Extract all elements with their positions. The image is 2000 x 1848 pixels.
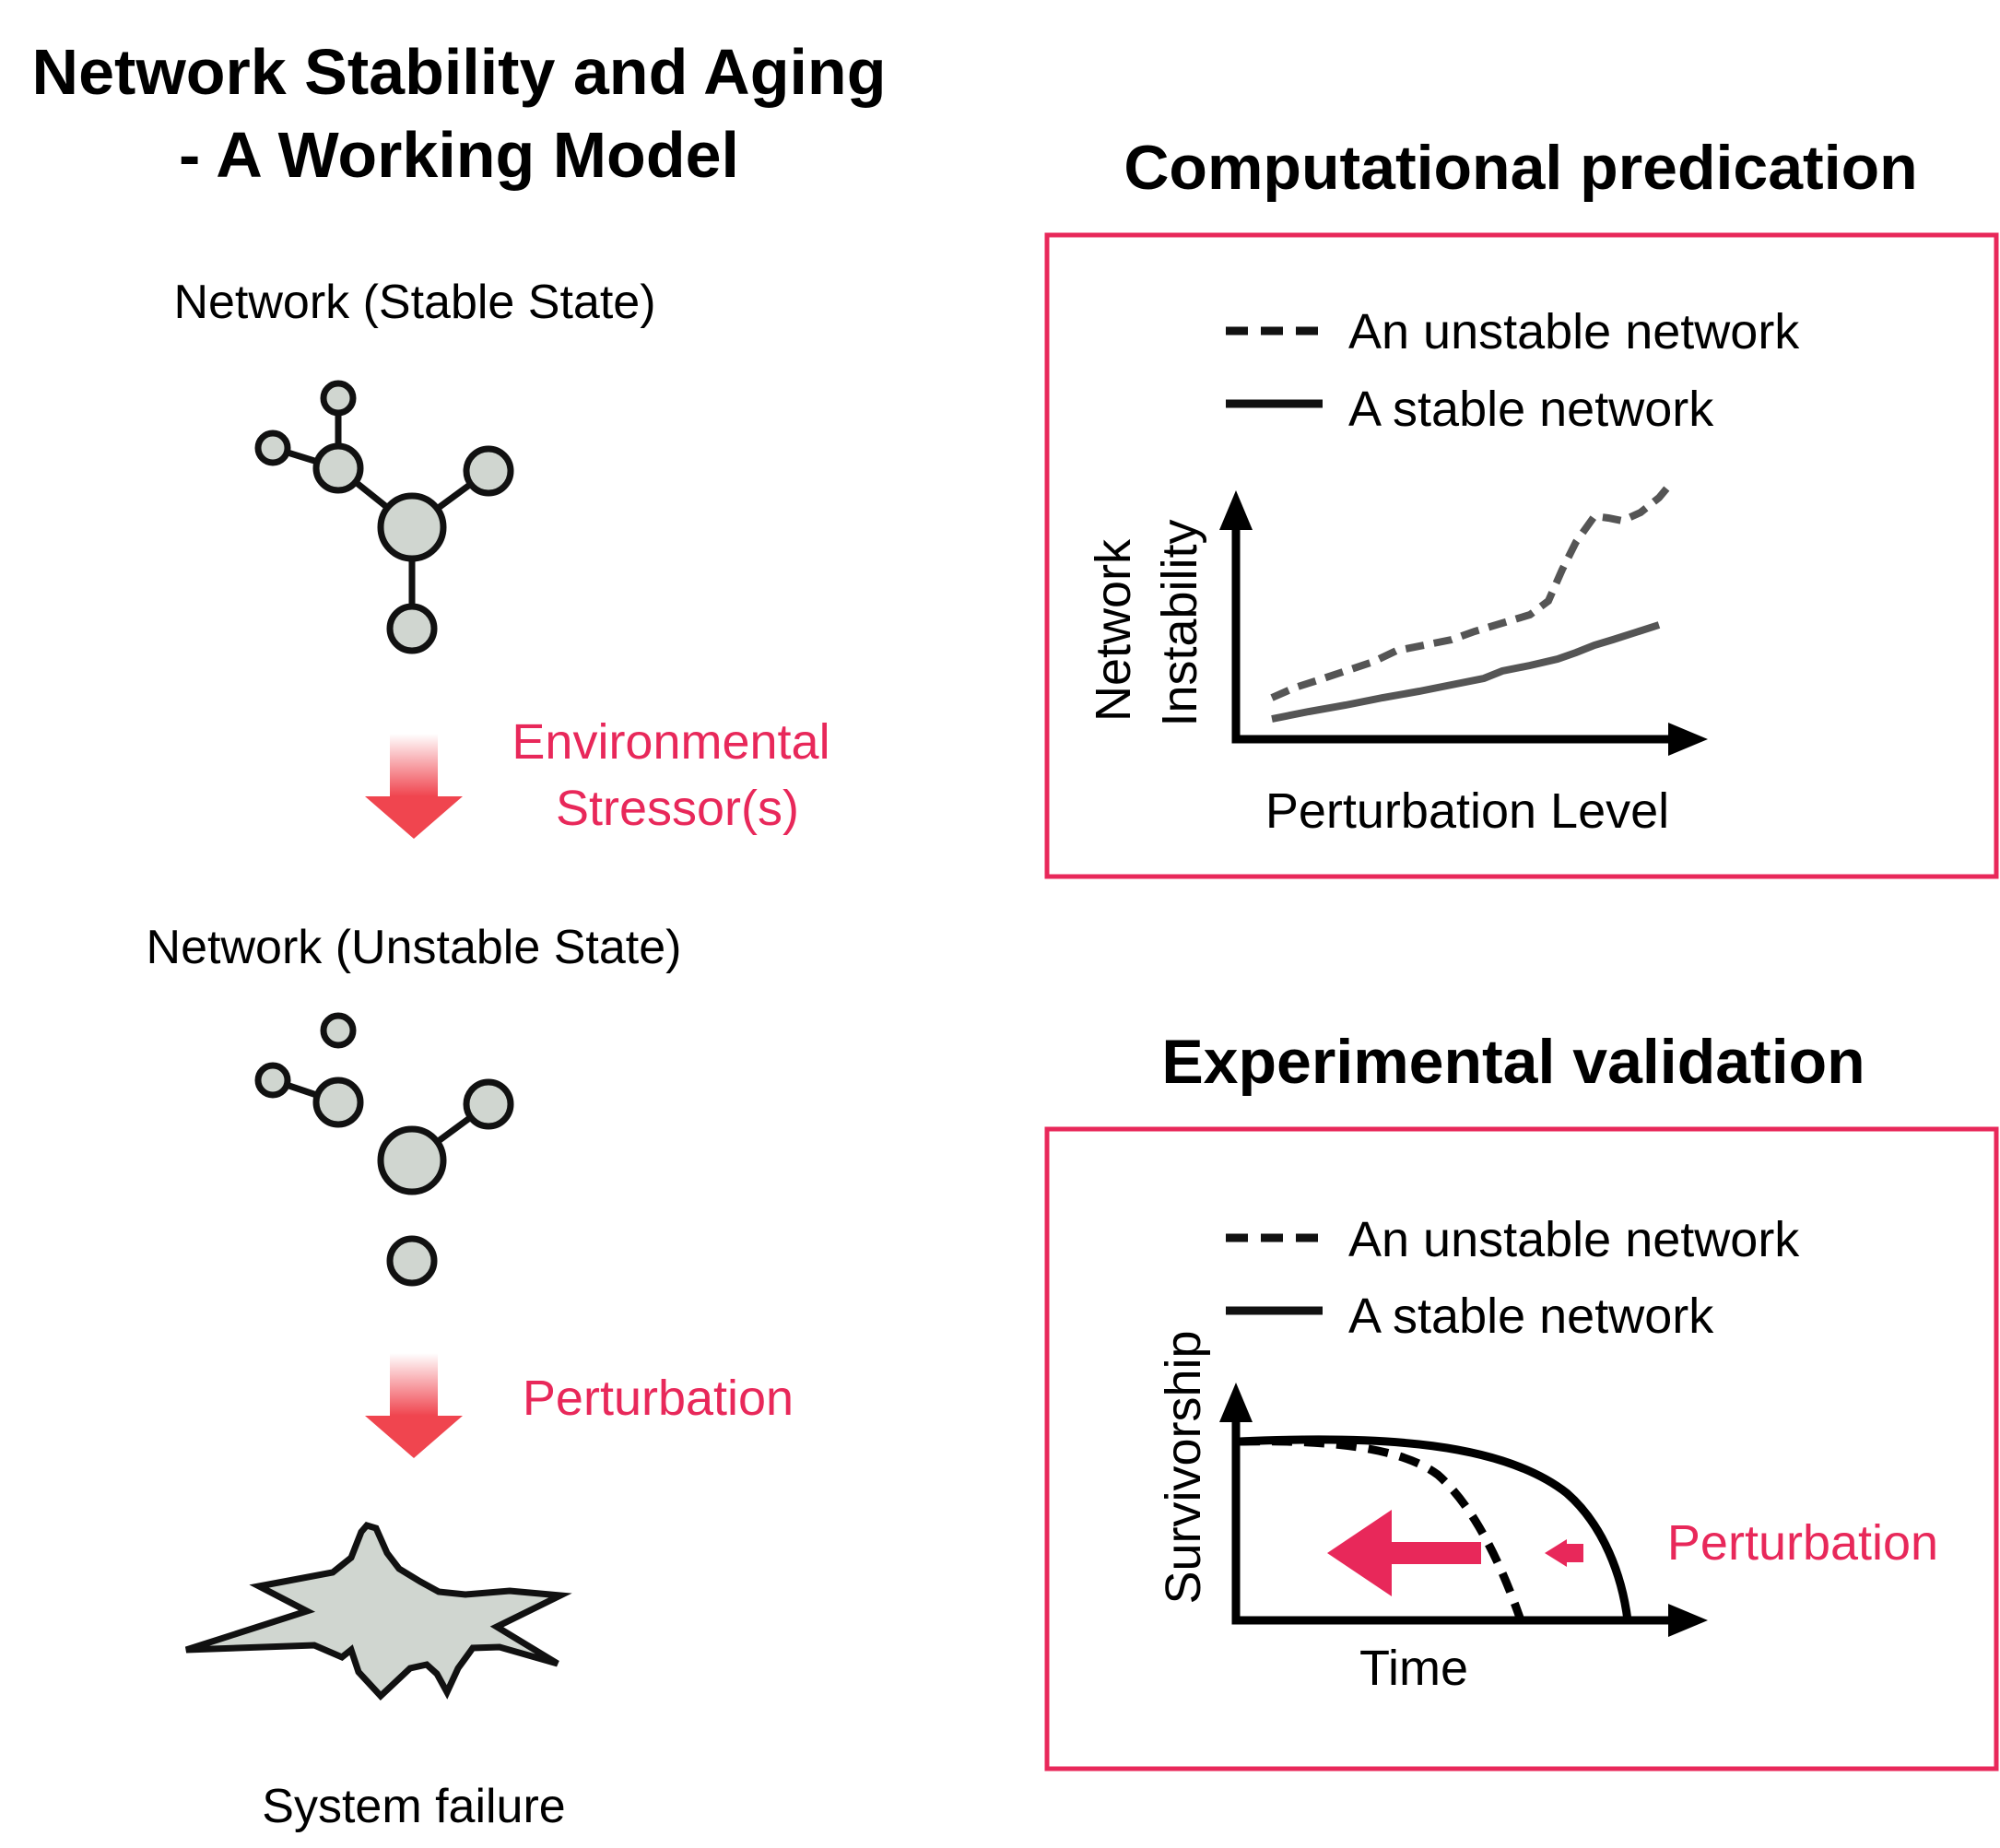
node-right <box>463 445 514 497</box>
computational-ylabel-line-2: Instability <box>1152 519 1207 726</box>
unstable-network-graph <box>254 1012 514 1287</box>
unstable-curve <box>1270 478 1676 701</box>
stable-survival-curve <box>1239 1435 1632 1621</box>
perturbation-arrow <box>365 1353 463 1458</box>
title-line-2: - A Working Model <box>179 119 739 191</box>
experimental-heading: Experimental validation <box>1161 1027 1865 1097</box>
unstable-survival-curve <box>1239 1437 1525 1622</box>
perturbation-label: Perturbation <box>523 1371 794 1426</box>
x-axis-arrowhead <box>1668 723 1708 756</box>
system-failure-splat <box>184 1521 572 1701</box>
legend-unstable-label: An unstable network <box>1348 1212 1800 1267</box>
stressor-label-line-1: Environmental <box>512 714 829 770</box>
experimental-perturbation-label: Perturbation <box>1667 1515 1938 1571</box>
experimental-axes <box>1231 1415 1677 1625</box>
title-line-1: Network Stability and Aging <box>32 36 887 108</box>
node-left <box>312 1077 364 1128</box>
node-center <box>377 492 447 562</box>
node-left-small <box>254 430 291 466</box>
node-bottom <box>386 1235 438 1287</box>
y-axis-arrowhead <box>1219 1383 1253 1422</box>
legend-stable-label: A stable network <box>1348 1289 1714 1344</box>
computational-xlabel: Perturbation Level <box>1265 783 1669 839</box>
computational-ylabel-line-1: Network <box>1086 538 1141 722</box>
experimental-xlabel: Time <box>1359 1641 1468 1696</box>
small-shift-arrow <box>1545 1539 1583 1567</box>
stable-curve <box>1271 621 1661 723</box>
x-axis-arrowhead <box>1668 1604 1708 1637</box>
computational-panel <box>1044 232 1999 879</box>
legend-unstable-label: An unstable network <box>1348 304 1800 359</box>
node-top <box>320 380 357 417</box>
computational-axes <box>1231 521 1677 744</box>
experimental-panel <box>1044 1126 1999 1771</box>
system-failure-label: System failure <box>262 1780 565 1833</box>
stable-network-label: Network (Stable State) <box>173 276 655 329</box>
node-center <box>377 1125 447 1195</box>
large-shift-arrow <box>1327 1510 1481 1596</box>
stressor-arrow <box>365 734 463 839</box>
node-left-small <box>254 1062 291 1099</box>
experimental-ylabel: Survivorship <box>1156 1330 1211 1604</box>
node-top <box>320 1012 357 1049</box>
legend-stable-label: A stable network <box>1348 382 1714 437</box>
node-bottom <box>386 603 438 654</box>
stressor-label-line-2: Stressor(s) <box>556 781 799 836</box>
node-left <box>312 442 364 494</box>
unstable-network-label: Network (Unstable State) <box>147 921 682 974</box>
y-axis-arrowhead <box>1219 490 1253 530</box>
stable-network-graph <box>254 380 514 654</box>
node-right <box>463 1078 514 1130</box>
computational-heading: Computational predication <box>1124 133 1917 203</box>
